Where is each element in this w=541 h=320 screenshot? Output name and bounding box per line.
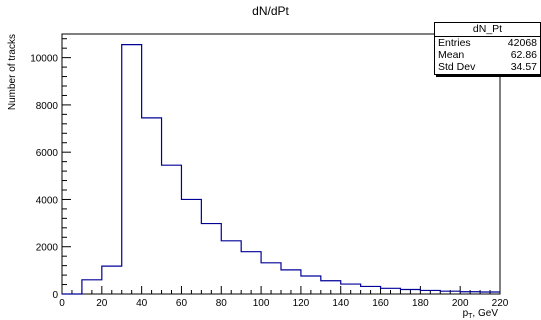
x-tick-label: 40 (136, 298, 148, 309)
stats-mean-label: Mean (438, 49, 465, 61)
x-tick-label: 220 (492, 298, 509, 309)
stats-entries-value: 42068 (507, 37, 537, 49)
y-tick-label: 4000 (36, 195, 59, 206)
stats-mean-value: 62.86 (510, 49, 537, 61)
y-tick-label: 10000 (30, 54, 58, 65)
stats-row-entries: Entries 42068 (438, 37, 537, 49)
histogram-line (62, 44, 500, 295)
y-axis: 0 2000 4000 6000 8000 10000 (30, 38, 71, 301)
x-tick-label: 200 (452, 298, 469, 309)
y-tick-label: 0 (52, 290, 58, 301)
x-axis-label: pT, GeV (463, 308, 499, 320)
x-tick-label: 160 (372, 298, 389, 309)
x-tick-label: 60 (176, 298, 188, 309)
stats-std-value: 34.57 (510, 61, 537, 73)
x-axis: 0 20 40 60 80 100 120 140 160 180 200 220 (59, 286, 509, 309)
stats-std-label: Std Dev (438, 61, 476, 73)
stats-box-title: dN_Pt (435, 23, 540, 37)
y-tick-label: 2000 (36, 243, 59, 254)
x-axis-label-sub: T (468, 313, 473, 320)
y-tick-label: 8000 (36, 101, 59, 112)
x-tick-label: 0 (59, 298, 65, 309)
y-axis-label: Number of tracks (7, 34, 18, 110)
stats-box: dN_Pt Entries 42068 Mean 62.86 Std Dev 3… (434, 22, 541, 75)
x-tick-label: 180 (412, 298, 429, 309)
x-tick-label: 120 (293, 298, 310, 309)
x-tick-label: 80 (216, 298, 228, 309)
x-tick-label: 20 (96, 298, 108, 309)
x-tick-label: 100 (253, 298, 270, 309)
stats-row-std: Std Dev 34.57 (438, 61, 537, 73)
chart-title: dN/dPt (252, 4, 289, 18)
y-tick-label: 6000 (36, 148, 59, 159)
x-axis-label-tail: , GeV (472, 308, 498, 319)
x-tick-label: 140 (332, 298, 349, 309)
x-axis-label-main: p (463, 308, 469, 319)
stats-row-mean: Mean 62.86 (438, 49, 537, 61)
stats-entries-label: Entries (438, 37, 471, 49)
